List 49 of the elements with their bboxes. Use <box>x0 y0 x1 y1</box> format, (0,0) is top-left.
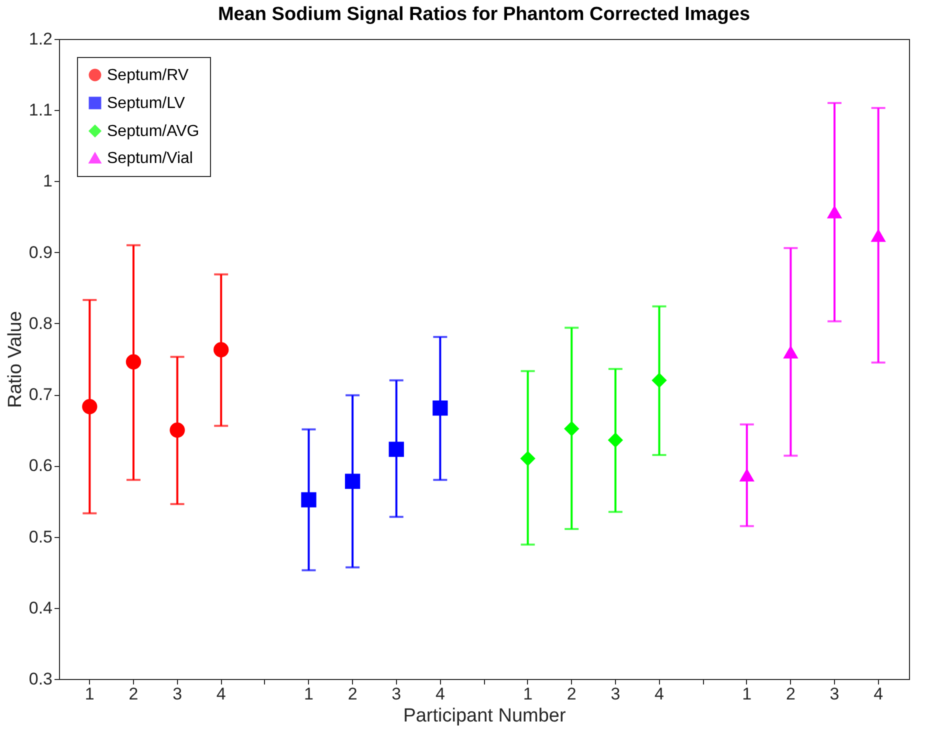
y-tick-label: 1.1 <box>28 100 52 120</box>
point <box>82 399 98 414</box>
x-tick-label: 3 <box>610 684 620 704</box>
point <box>301 492 316 508</box>
point <box>344 474 360 489</box>
x-axis-title: Participant Number <box>403 706 566 726</box>
point <box>214 342 229 358</box>
x-tick-label: 1 <box>742 684 752 704</box>
x-tick-label: 3 <box>172 684 182 704</box>
point <box>783 345 798 358</box>
y-tick-label: 0.4 <box>28 598 52 618</box>
point <box>520 450 536 466</box>
x-tick-label: 2 <box>348 684 358 704</box>
x-tick-label: 3 <box>392 684 402 704</box>
x-tick-label: 1 <box>84 684 94 704</box>
point <box>126 354 142 370</box>
y-tick-label: 0.6 <box>28 456 52 476</box>
y-tick-label: 0.5 <box>28 527 52 546</box>
x-tick-label: 4 <box>216 684 226 704</box>
point <box>608 432 624 448</box>
x-tick-label: 2 <box>566 684 576 704</box>
legend-label: Septum/RV <box>107 67 189 84</box>
x-tick-label: 4 <box>654 684 664 704</box>
x-tick-label: 2 <box>786 684 796 704</box>
legend-label: Septum/AVG <box>107 123 200 140</box>
y-tick-label: 0.8 <box>28 314 52 333</box>
point <box>826 205 842 218</box>
x-tick-label: 4 <box>435 684 445 704</box>
point <box>652 372 667 388</box>
point <box>388 442 404 457</box>
point <box>739 468 754 482</box>
y-tick-label: 1 <box>43 172 52 191</box>
point <box>564 421 580 436</box>
chart-title: Mean Sodium Signal Ratios for Phantom Corrected Images <box>218 4 750 25</box>
point <box>432 400 448 416</box>
x-tick-label: 3 <box>830 684 840 704</box>
y-tick-label: 0.7 <box>28 385 52 404</box>
legend-label: Septum/LV <box>107 95 186 112</box>
y-tick-label: 0.9 <box>28 242 52 262</box>
x-tick-label: 1 <box>304 684 314 704</box>
y-tick-label: 0.3 <box>28 670 52 688</box>
legend-label: Septum/Vial <box>107 150 193 167</box>
y-axis-title: Ratio Value <box>4 311 26 408</box>
x-tick-label: 1 <box>523 684 533 704</box>
x-tick-label: 2 <box>128 684 138 704</box>
point <box>870 228 886 242</box>
y-tick-label: 1.2 <box>28 30 52 48</box>
x-tick-label: 4 <box>874 684 884 704</box>
point <box>170 422 185 438</box>
